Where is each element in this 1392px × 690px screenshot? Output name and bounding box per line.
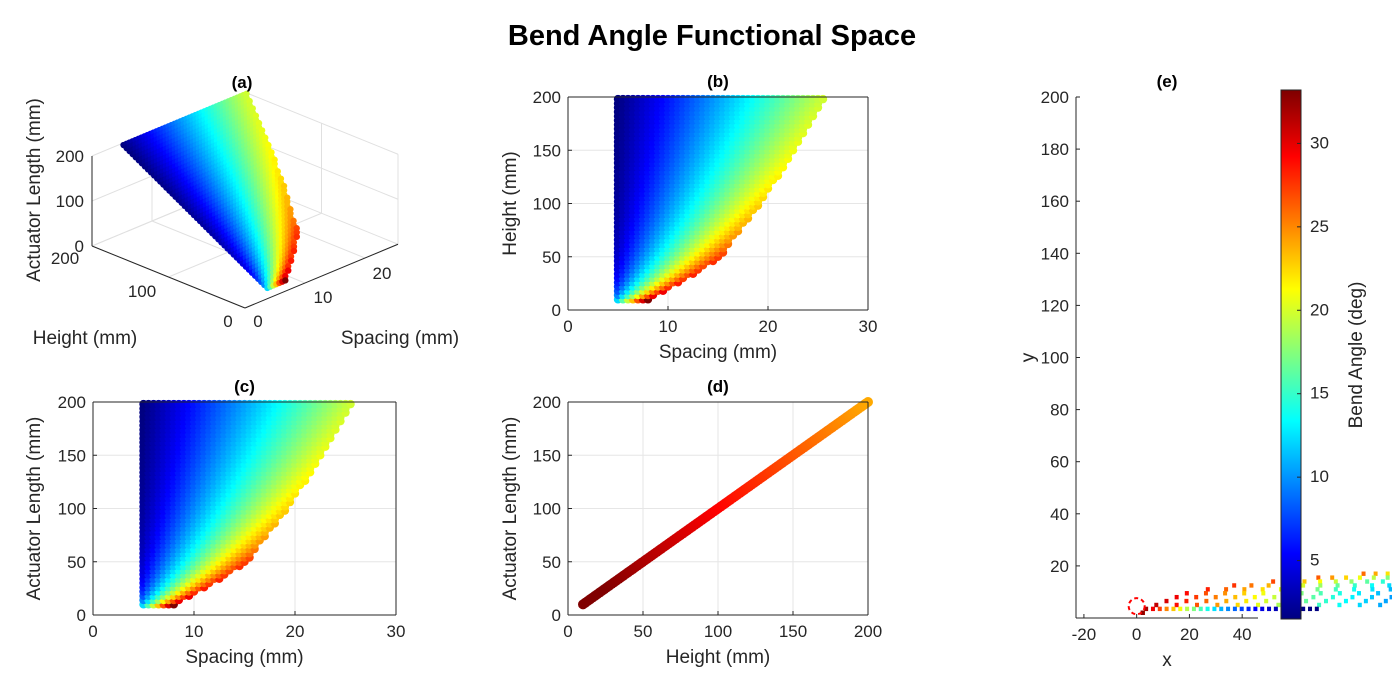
data-point	[285, 267, 292, 274]
data-point	[287, 257, 295, 264]
y-axis-label: Actuator Length (mm)	[500, 417, 521, 601]
spacing-tick-label: 0	[253, 312, 262, 331]
spacing-tick-label: 10	[314, 288, 333, 307]
x-tick-label: 0	[563, 317, 572, 336]
y-tick-label: 0	[552, 301, 561, 320]
y-tick-label: 100	[533, 500, 561, 519]
y-tick-label: 50	[67, 553, 86, 572]
panel-d: 0 50 100 150 200 0 50 100 150 200 Height (mm) Actua…	[500, 377, 882, 668]
y-tick-label: 150	[533, 141, 561, 160]
spacing-tick-label: 20	[373, 264, 392, 283]
y-tick-label: 150	[58, 446, 86, 465]
y-tick-label: 100	[58, 500, 86, 519]
panel-title: (a)	[232, 73, 253, 92]
y-tick-label: 200	[533, 88, 561, 107]
x-tick-label: 200	[854, 622, 882, 641]
x-tick-label: 100	[704, 622, 732, 641]
x-tick-label: 30	[387, 622, 406, 641]
x-axis-label: Height (mm)	[666, 647, 771, 668]
y-tick-label: 200	[533, 393, 561, 412]
z-tick-label: 0	[75, 237, 84, 256]
height-tick-label: 100	[128, 282, 156, 301]
figure-title: Bend Angle Functional Space	[508, 20, 916, 52]
x-tick-label: 10	[659, 317, 678, 336]
x-tick-label: 0	[88, 622, 97, 641]
spacing-axis-label: Spacing (mm)	[341, 328, 459, 349]
panel-title: (b)	[707, 72, 729, 91]
y-tick-label: 50	[542, 553, 561, 572]
x-tick-label: 0	[563, 622, 572, 641]
y-axis-label: Actuator Length (mm)	[24, 417, 45, 601]
data-point	[282, 277, 289, 284]
panel-title: (d)	[707, 377, 729, 396]
x-tick-label: 20	[759, 317, 778, 336]
data-point	[818, 94, 828, 104]
z-tick-label: 200	[56, 147, 84, 166]
height-axis-line	[91, 245, 246, 309]
z-tick-label: 100	[56, 192, 84, 211]
x-tick-label: 20	[286, 622, 305, 641]
y-tick-label: 50	[542, 248, 561, 267]
y-tick-label: 0	[552, 606, 561, 625]
data-point	[293, 233, 301, 240]
x-axis-label: Spacing (mm)	[659, 342, 777, 363]
x-tick-label: 50	[634, 622, 653, 641]
y-tick-label: 200	[58, 393, 86, 412]
height-tick-label: 0	[223, 312, 232, 331]
height-tick-label: 200	[51, 249, 79, 268]
spacing-axis-line	[244, 243, 399, 309]
y-axis-label: Height (mm)	[500, 151, 521, 256]
z-axis-label: Actuator Length (mm)	[24, 98, 45, 282]
panel-c: 0 10 20 30 0 50 100 150 200 Spacing (mm) Actuator …	[24, 377, 405, 668]
x-tick-label: 10	[185, 622, 204, 641]
x-tick-label: 30	[859, 317, 878, 336]
height-axis-label: Height (mm)	[33, 328, 138, 349]
x-tick-label: 150	[779, 622, 807, 641]
x-axis-label: Spacing (mm)	[185, 647, 303, 668]
panel-b: 0 10 20 30 0 50 100 150 200 Spacing (mm) Height (m…	[500, 72, 877, 363]
panel-title: (c)	[234, 377, 255, 396]
data-point	[346, 399, 355, 409]
y-tick-label: 150	[533, 446, 561, 465]
y-tick-label: 100	[533, 195, 561, 214]
y-tick-label: 0	[77, 606, 86, 625]
data-point	[290, 247, 298, 255]
